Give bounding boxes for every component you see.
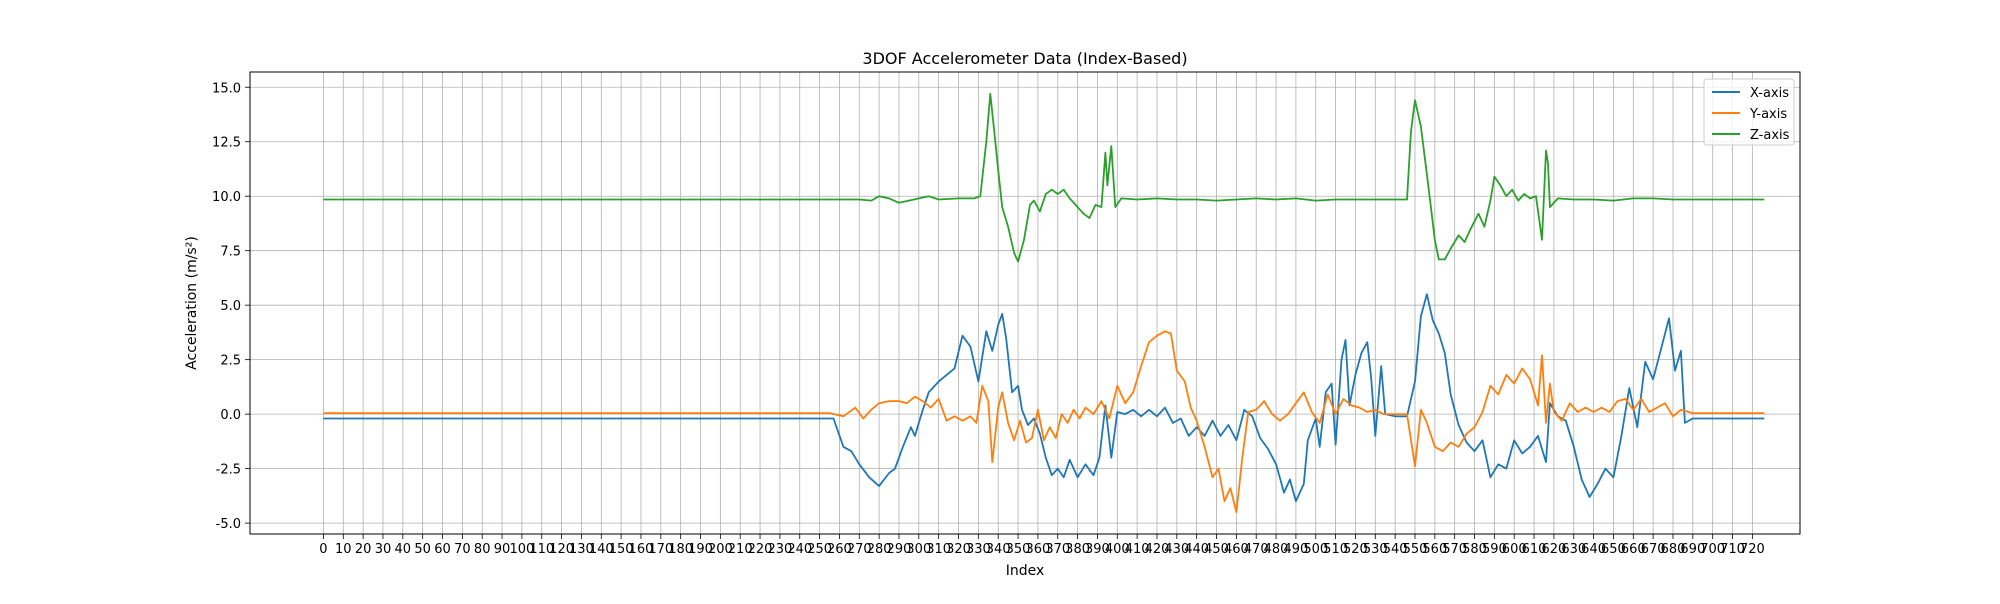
x-tick-label: 120 [549, 542, 574, 557]
x-tick-label: 660 [1621, 542, 1646, 557]
x-tick-label: 720 [1740, 542, 1765, 557]
x-tick-label: 360 [1025, 542, 1050, 557]
x-tick-label: 90 [494, 542, 511, 557]
x-tick-label: 100 [509, 542, 534, 557]
x-tick-label: 320 [946, 542, 971, 557]
x-tick-label: 690 [1680, 542, 1705, 557]
y-tick-label: 5.0 [220, 299, 241, 314]
x-tick-label: 220 [748, 542, 773, 557]
x-tick-label: 410 [1125, 542, 1150, 557]
x-tick-label: 370 [1045, 542, 1070, 557]
series-line-y-axis [323, 330, 1765, 514]
y-tick-label: 7.5 [220, 245, 241, 260]
x-tick-label: 210 [728, 542, 753, 557]
y-tick-label: 10.0 [212, 190, 241, 205]
x-tick-label: 10 [335, 542, 352, 557]
x-tick-label: 260 [827, 542, 852, 557]
x-tick-label: 480 [1264, 542, 1289, 557]
legend-box [1703, 78, 1795, 146]
x-tick-label: 280 [867, 542, 892, 557]
x-tick-label: 330 [966, 542, 991, 557]
legend-label-x-axis: X-axis [1750, 86, 1789, 101]
x-tick-label: 140 [589, 542, 614, 557]
x-tick-label: 390 [1085, 542, 1110, 557]
x-tick-label: 460 [1224, 542, 1249, 557]
y-tick-label: 15.0 [212, 81, 241, 96]
x-tick-label: 500 [1303, 542, 1328, 557]
chart-title: 3DOF Accelerometer Data (Index-Based) [862, 49, 1187, 68]
x-tick-label: 640 [1581, 542, 1606, 557]
x-tick-label: 110 [529, 542, 554, 557]
x-tick-label: 600 [1502, 542, 1527, 557]
y-tick-label: -5.0 [216, 517, 241, 532]
x-axis-label: Index [1006, 563, 1045, 579]
x-tick-label: 270 [847, 542, 872, 557]
x-tick-label: 440 [1184, 542, 1209, 557]
x-tick-label: 650 [1601, 542, 1626, 557]
x-tick-label: 50 [414, 542, 431, 557]
x-tick-label: 150 [609, 542, 634, 557]
x-tick-label: 20 [355, 542, 372, 557]
y-tick-label: 12.5 [212, 136, 241, 151]
x-tick-label: 170 [648, 542, 673, 557]
x-tick-label: 510 [1323, 542, 1348, 557]
x-tick-label: 680 [1661, 542, 1686, 557]
series-line-z-axis [323, 92, 1765, 263]
x-tick-label: 530 [1363, 542, 1388, 557]
x-tick-label: 70 [454, 542, 471, 557]
legend-label-y-axis: Y-axis [1749, 107, 1787, 122]
x-tick-label: 490 [1283, 542, 1308, 557]
x-tick-label: 310 [926, 542, 951, 557]
x-tick-label: 300 [906, 542, 931, 557]
x-tick-label: 590 [1482, 542, 1507, 557]
x-tick-label: 400 [1105, 542, 1130, 557]
x-tick-label: 60 [434, 542, 451, 557]
x-tick-label: 30 [375, 542, 392, 557]
x-tick-label: 550 [1403, 542, 1428, 557]
x-tick-label: 250 [807, 542, 832, 557]
x-tick-label: 420 [1145, 542, 1170, 557]
y-axis-label: Acceleration (m/s²) [184, 236, 200, 370]
legend: X-axis Y-axis Z-axis [1703, 78, 1795, 146]
x-tick-label: 350 [1006, 542, 1031, 557]
x-tick-label: 160 [629, 542, 654, 557]
y-tick-label: 2.5 [220, 354, 241, 369]
x-tick-label: 40 [395, 542, 412, 557]
x-tick-label: 130 [569, 542, 594, 557]
x-tick-label: 670 [1641, 542, 1666, 557]
y-tick-label: 0.0 [220, 408, 241, 423]
x-tick-label: 230 [767, 542, 792, 557]
x-tick-label: 430 [1164, 542, 1189, 557]
x-tick-label: 80 [474, 542, 491, 557]
legend-label-z-axis: Z-axis [1750, 128, 1790, 143]
x-tick-label: 620 [1541, 542, 1566, 557]
x-tick-label: 630 [1561, 542, 1586, 557]
x-tick-label: 0 [319, 542, 327, 557]
y-tick-label: -2.5 [216, 463, 241, 478]
x-tick-label: 450 [1204, 542, 1229, 557]
x-tick-label: 180 [668, 542, 693, 557]
plot-area-frame [249, 71, 1801, 535]
x-tick-label: 340 [986, 542, 1011, 557]
x-tick-label: 520 [1343, 542, 1368, 557]
x-tick-label: 470 [1244, 542, 1269, 557]
x-tick-label: 580 [1462, 542, 1487, 557]
x-tick-label: 700 [1700, 542, 1725, 557]
x-tick-label: 290 [887, 542, 912, 557]
x-tick-label: 570 [1442, 542, 1467, 557]
x-tick-label: 540 [1383, 542, 1408, 557]
x-tick-label: 380 [1065, 542, 1090, 557]
x-tick-label: 710 [1720, 542, 1745, 557]
x-tick-label: 190 [688, 542, 713, 557]
x-tick-label: 610 [1522, 542, 1547, 557]
x-tick-label: 200 [708, 542, 733, 557]
x-tick-label: 560 [1422, 542, 1447, 557]
x-tick-label: 240 [787, 542, 812, 557]
